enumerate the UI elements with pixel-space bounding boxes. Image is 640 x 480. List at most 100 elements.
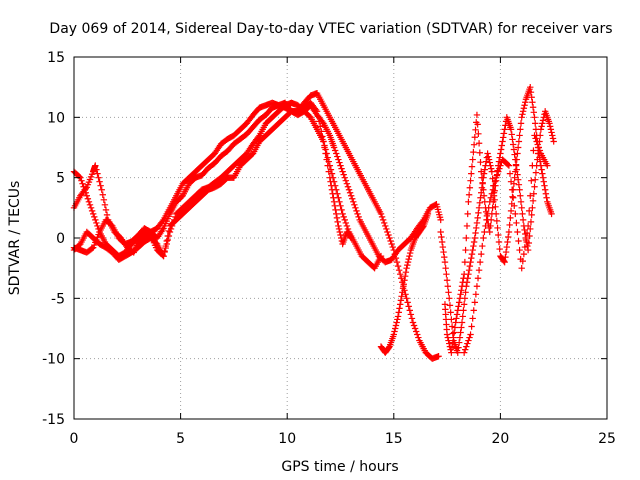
data-point (459, 313, 466, 320)
data-point (451, 329, 458, 336)
data-point (338, 165, 345, 172)
data-point (424, 210, 432, 218)
data-point (517, 198, 525, 205)
data-point (525, 207, 533, 215)
data-point (539, 117, 547, 124)
series-D (70, 99, 355, 260)
data-point (459, 279, 466, 286)
data-point (519, 257, 526, 265)
data-point (471, 134, 479, 141)
y-tick-label: 5 (56, 171, 65, 187)
data-point (319, 118, 326, 126)
data-point (419, 223, 427, 231)
data-point (394, 316, 401, 323)
data-point (474, 121, 481, 128)
data-point (488, 190, 496, 197)
data-point (99, 191, 106, 198)
data-point (379, 216, 387, 224)
data-point (411, 325, 419, 332)
data-point (337, 162, 344, 169)
data-point (163, 237, 170, 245)
data-point (532, 135, 539, 142)
data-point (344, 183, 352, 190)
data-point (378, 213, 386, 221)
data-point (464, 210, 471, 218)
data-point (514, 150, 521, 157)
data-point (335, 156, 342, 163)
x-tick-label: 15 (385, 431, 403, 447)
data-point (455, 303, 462, 310)
data-point (508, 131, 515, 138)
data-point (517, 192, 524, 199)
data-point (520, 105, 528, 112)
data-point (481, 166, 488, 173)
data-point (341, 174, 348, 181)
data-point (515, 237, 522, 245)
data-point (518, 264, 525, 272)
data-point (513, 219, 520, 227)
data-point (509, 193, 516, 200)
y-axis-label: SDTVAR / TECUs (7, 181, 23, 296)
data-point (541, 182, 548, 189)
data-point (393, 258, 401, 266)
data-point (414, 331, 421, 338)
data-point (164, 232, 172, 240)
data-point (455, 344, 462, 351)
data-point (469, 315, 476, 322)
data-point (540, 178, 547, 185)
data-point (539, 120, 546, 127)
data-point (481, 228, 488, 236)
data-point (405, 255, 412, 263)
data-point (531, 183, 538, 190)
data-point (93, 219, 100, 227)
data-point (88, 245, 96, 252)
data-point (465, 266, 473, 274)
data-point (385, 344, 393, 351)
data-point (530, 190, 538, 197)
data-point (527, 218, 535, 226)
data-point (473, 219, 481, 227)
data-point (546, 120, 553, 127)
data-point (468, 170, 475, 177)
data-point (76, 173, 83, 180)
data-point (529, 204, 536, 212)
data-point (550, 138, 557, 145)
data-point (390, 246, 397, 254)
data-point (500, 257, 508, 265)
data-point (470, 242, 477, 250)
data-point (525, 239, 533, 247)
series-G (441, 108, 557, 356)
data-point (518, 114, 525, 121)
data-point (449, 330, 456, 337)
data-point (491, 178, 499, 185)
data-point (533, 138, 540, 145)
data-point (521, 102, 528, 109)
data-point (94, 222, 101, 230)
data-point (98, 186, 105, 193)
data-point (509, 136, 516, 143)
data-point (512, 161, 520, 168)
data-point (472, 229, 479, 237)
data-point (516, 246, 523, 254)
data-point (468, 254, 475, 262)
data-point (404, 261, 411, 269)
data-point (506, 170, 514, 177)
data-point (495, 231, 502, 239)
data-point (397, 297, 405, 304)
data-point (455, 299, 463, 306)
data-point (532, 120, 539, 127)
data-point (462, 246, 469, 254)
data-point (312, 106, 320, 114)
data-point (451, 324, 459, 331)
data-point (511, 202, 518, 210)
data-point (338, 206, 345, 214)
data-point (458, 287, 465, 294)
data-point (437, 216, 444, 224)
data-point (467, 177, 474, 184)
data-point (392, 254, 400, 262)
data-point (103, 211, 111, 219)
data-point (443, 331, 451, 338)
data-point (325, 168, 332, 175)
data-point (396, 301, 404, 308)
data-point (377, 210, 385, 218)
